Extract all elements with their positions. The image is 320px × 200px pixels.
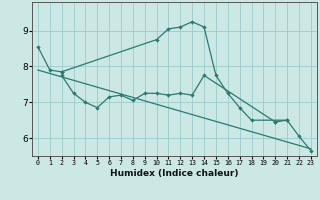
X-axis label: Humidex (Indice chaleur): Humidex (Indice chaleur) — [110, 169, 239, 178]
